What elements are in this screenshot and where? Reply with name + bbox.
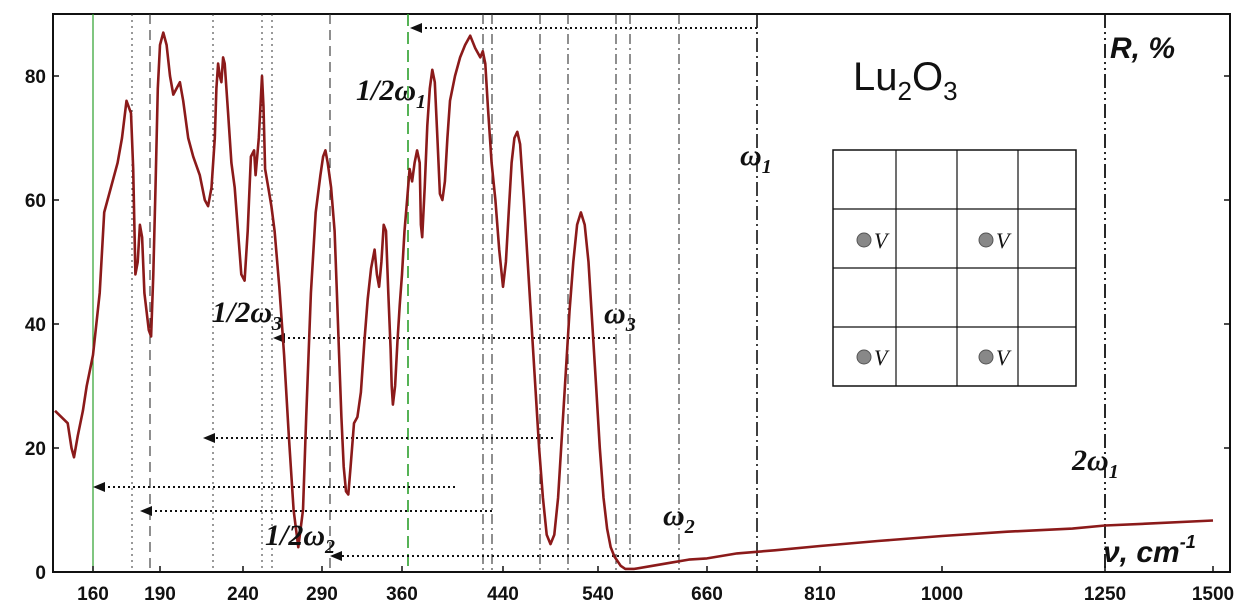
y-tick-label: 60 bbox=[25, 191, 46, 212]
shift-arrows bbox=[93, 23, 757, 561]
y-axis-label: R, % bbox=[1110, 32, 1175, 65]
annotation-w3: ω3 bbox=[604, 297, 636, 336]
vacancy-dot bbox=[856, 349, 872, 365]
y-tick-label: 20 bbox=[25, 439, 46, 460]
vacancy-dot bbox=[856, 232, 872, 248]
x-tick-label: 190 bbox=[144, 584, 176, 605]
annotation-w1: ω1 bbox=[740, 139, 772, 178]
annotation-half-w2: 1/2ω2 bbox=[265, 519, 335, 558]
x-tick-label: 1500 bbox=[1192, 584, 1234, 605]
vacancy-dot bbox=[978, 349, 994, 365]
y-tick-label: 80 bbox=[25, 67, 46, 88]
x-tick-label: 1000 bbox=[921, 584, 963, 605]
reference-lines bbox=[92, 14, 1106, 572]
vacancy-label: V bbox=[874, 345, 890, 370]
vacancy-label: V bbox=[996, 345, 1012, 370]
lattice-inset: V V V V bbox=[832, 149, 1077, 387]
annotation-half-w3: 1/2ω3 bbox=[212, 296, 282, 335]
series-line bbox=[54, 31, 1214, 571]
x-axis-ticks: 160 190 240 290 360 440 540 660 810 1000 1250 1500 bbox=[77, 566, 1234, 605]
vacancy-label: V bbox=[996, 228, 1012, 253]
annotation-half-w1: 1/2ω1 bbox=[356, 74, 426, 113]
annotation-2w1: 2ω1 bbox=[1071, 444, 1119, 483]
x-tick-label: 1250 bbox=[1084, 584, 1126, 605]
y-axis-ticks: 0 20 40 60 80 bbox=[25, 67, 1230, 584]
x-tick-label: 660 bbox=[691, 584, 723, 605]
vacancy-label: V bbox=[874, 228, 890, 253]
y-tick-label: 40 bbox=[25, 315, 46, 336]
plot-frame bbox=[52, 13, 1231, 573]
x-tick-label: 440 bbox=[487, 584, 519, 605]
x-tick-label: 160 bbox=[77, 584, 109, 605]
arrow-head bbox=[140, 506, 152, 516]
x-tick-label: 290 bbox=[306, 584, 338, 605]
chart-title: Lu2O3 bbox=[853, 55, 958, 106]
x-tick-label: 540 bbox=[582, 584, 614, 605]
arrow-head bbox=[330, 551, 342, 561]
x-tick-label: 810 bbox=[804, 584, 836, 605]
annotation-w2: ω2 bbox=[663, 499, 695, 538]
x-tick-label: 240 bbox=[227, 584, 259, 605]
arrow-head bbox=[203, 433, 215, 443]
arrow-head bbox=[93, 482, 105, 492]
x-tick-label: 360 bbox=[386, 584, 418, 605]
vacancy-dot bbox=[978, 232, 994, 248]
arrow-head bbox=[410, 23, 422, 33]
x-axis-label: ν, cm-1 bbox=[1103, 532, 1196, 569]
y-tick-label: 0 bbox=[35, 563, 46, 584]
